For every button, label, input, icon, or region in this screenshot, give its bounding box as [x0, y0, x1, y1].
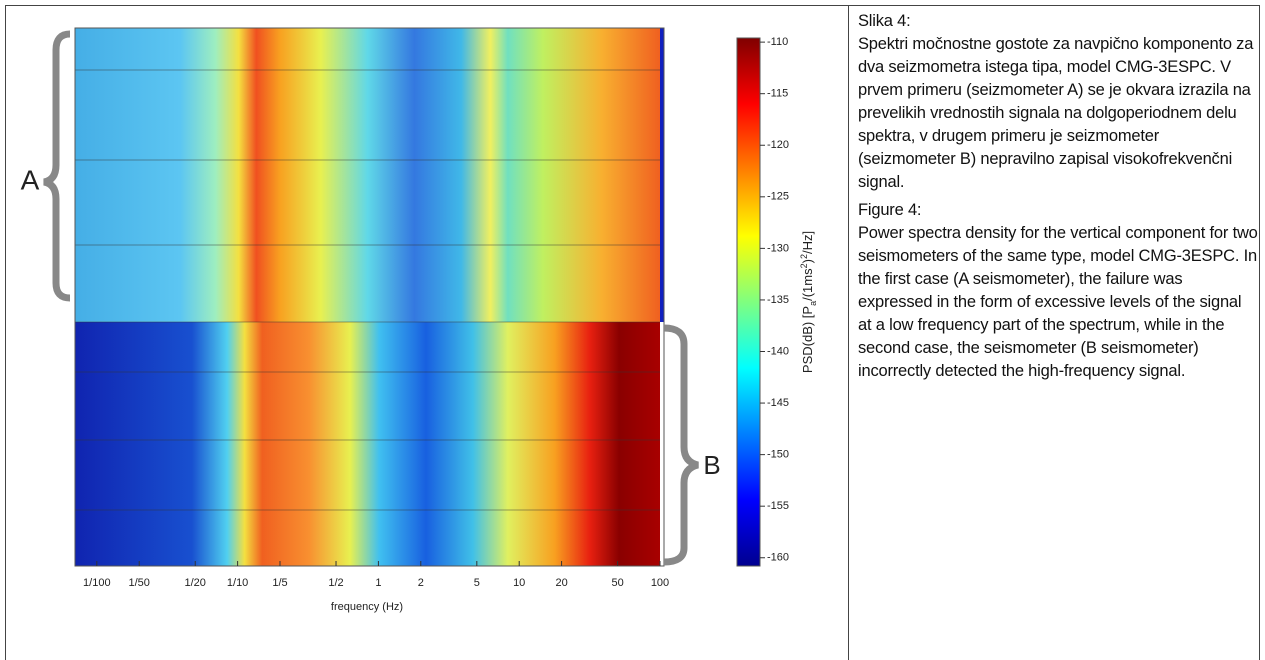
colorbar [736, 37, 761, 567]
x-tick-label: 1/5 [272, 577, 287, 589]
brace-b [663, 324, 699, 566]
x-tick-label: 20 [555, 577, 567, 589]
colorbar-tick-label: -145 [767, 397, 789, 409]
colorbar-tick-label: -160 [767, 552, 789, 564]
divider [848, 5, 849, 660]
annotation: B [703, 450, 720, 480]
x-tick-label: 2 [418, 577, 424, 589]
colorbar-label-part: PSD(dB) [P [800, 306, 815, 373]
spectrogram-b [75, 322, 660, 566]
caption: Slika 4: Spektri močnostne gostote za na… [858, 10, 1258, 388]
figure-frame [5, 5, 1260, 660]
x-tick-label: 1/10 [227, 577, 248, 589]
caption-heading: Figure 4: [858, 201, 922, 219]
colorbar-tick-label: -135 [767, 294, 789, 306]
x-tick-label: 1/20 [185, 577, 206, 589]
spectrogram-a [75, 28, 660, 322]
spectrogram-edge [660, 28, 664, 322]
x-tick-label: 1/50 [128, 577, 149, 589]
x-tick-label: 50 [611, 577, 623, 589]
colorbar-tick-label: -115 [767, 88, 788, 100]
x-axis-label: frequency (Hz) [331, 601, 403, 613]
colorbar-tick-label: -130 [767, 242, 789, 254]
colorbar-label-part: /Hz] [800, 231, 815, 254]
colorbar-tick-label: -150 [767, 449, 789, 461]
colorbar-label: PSD(dB) [Pa/(1ms2)2/Hz] [799, 231, 818, 373]
colorbar-tick-label: -140 [767, 345, 789, 357]
colorbar-label-part: 2 [799, 263, 809, 268]
trace-lines [75, 69, 660, 511]
colorbar-tick-label: -110 [767, 36, 788, 48]
colorbar-tick-label: -120 [767, 139, 789, 151]
x-tick-label: 1/2 [328, 577, 343, 589]
caption-heading: Slika 4: [858, 12, 911, 30]
x-tick-label: 1/100 [83, 577, 111, 589]
colorbar-tick-label: -155 [767, 500, 789, 512]
brace-a [43, 30, 71, 302]
colorbar-label-part: ) [800, 259, 815, 263]
caption-text: Spektri močnostne gostote za navpično ko… [858, 35, 1254, 191]
x-tick-label: 5 [474, 577, 480, 589]
colorbar-label-part: 2 [799, 254, 809, 259]
x-tick-label: 100 [651, 577, 669, 589]
colorbar-label-part: /(1ms [800, 268, 815, 301]
colorbar-tick-label: -125 [767, 191, 789, 203]
x-tick-label: 10 [513, 577, 525, 589]
annotation: A [21, 164, 40, 195]
x-tick-label: 1 [375, 577, 381, 589]
colorbar-label-part: a [808, 301, 818, 306]
chart: A B frequency (Hz) PSD(dB) [Pa/(1ms2)2/H… [21, 27, 818, 613]
plot-border [74, 27, 665, 567]
caption-text: Power spectra density for the vertical c… [858, 224, 1258, 380]
